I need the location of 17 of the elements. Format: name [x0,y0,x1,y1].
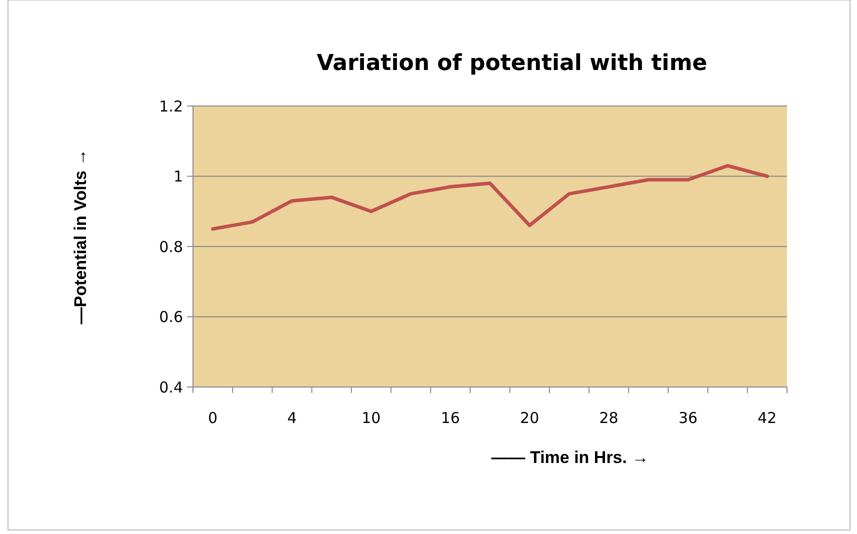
y-axis-title: —Potential in Volts → [71,148,90,324]
line-series [211,164,769,231]
y-tick-label: 1.2 [159,97,183,116]
x-tick-label: 42 [758,409,777,427]
x-tick-label: 36 [678,409,698,427]
y-tick-label: 1 [173,168,183,186]
x-tick-label: 28 [599,409,618,427]
y-tick-label: 0.6 [159,308,183,326]
y-tick-label: 0.8 [159,238,183,256]
x-tick-label: 16 [440,409,460,427]
x-axis-title: —— Time in Hrs. → [491,448,649,467]
x-tick-label: 4 [287,409,297,427]
x-tick-label: 0 [208,409,218,427]
chart-title: Variation of potential with time [316,51,708,76]
x-tick-label: 20 [520,409,540,427]
x-tick-label: 10 [362,409,381,427]
y-tick-label: 0.4 [159,378,183,396]
